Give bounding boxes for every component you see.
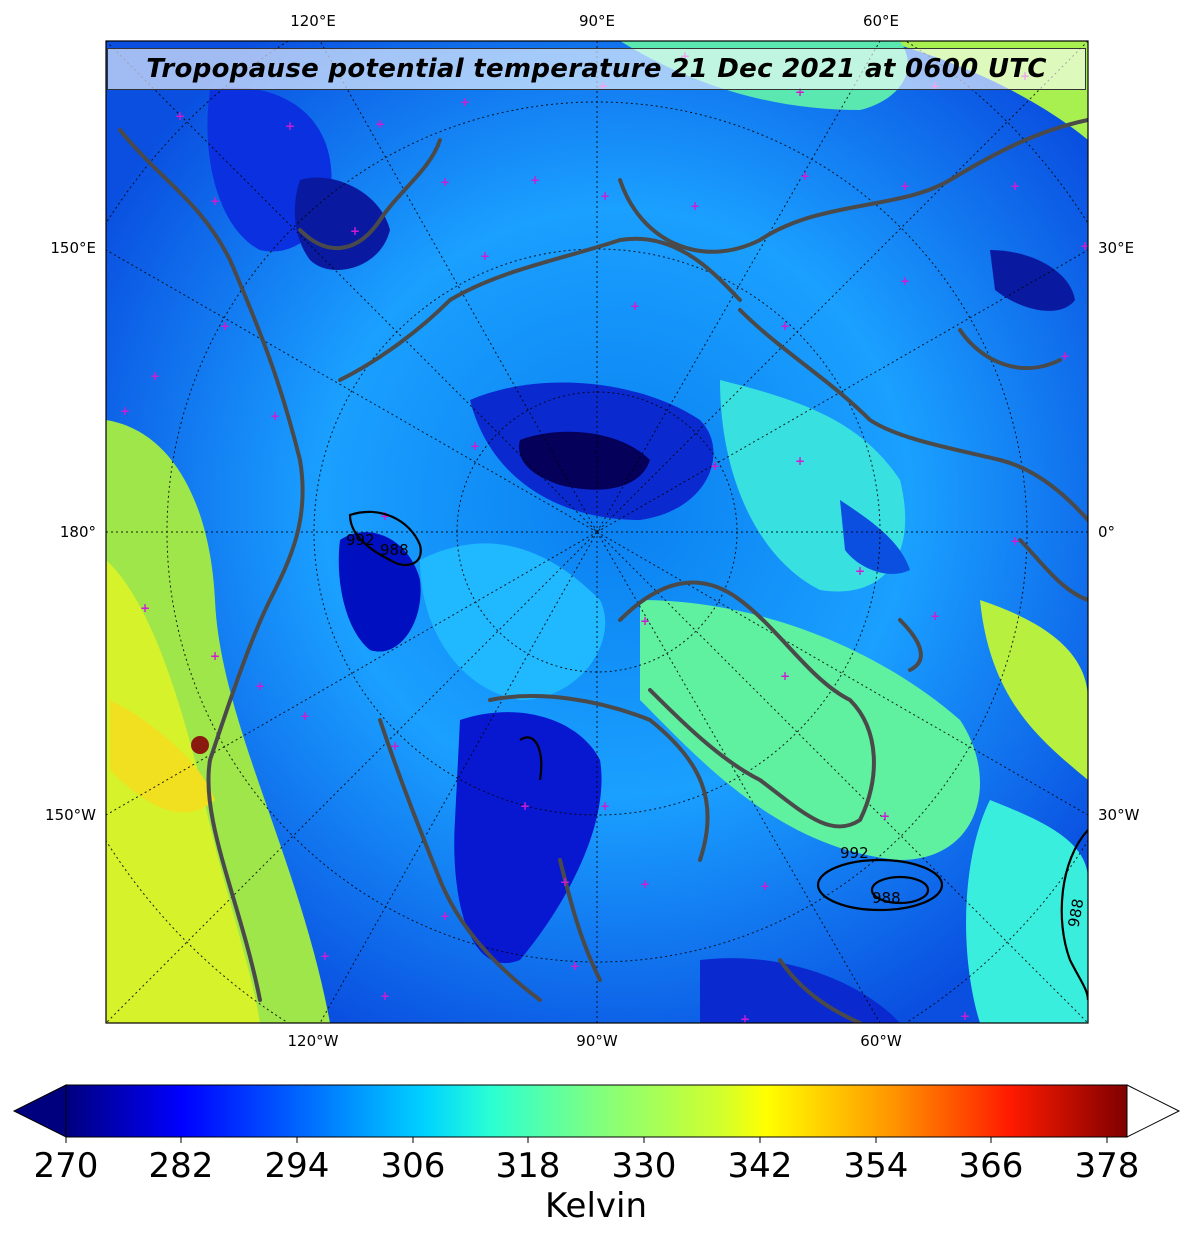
svg-text:+: + bbox=[760, 879, 770, 893]
lon-label-top: 90°E bbox=[578, 12, 616, 30]
colorbar-tick: 330 bbox=[611, 1146, 677, 1186]
svg-text:+: + bbox=[300, 709, 310, 723]
contour-label: 988 bbox=[872, 889, 901, 907]
svg-text:+: + bbox=[285, 119, 295, 133]
svg-text:+: + bbox=[440, 175, 450, 189]
svg-text:+: + bbox=[140, 601, 150, 615]
svg-text:+: + bbox=[350, 224, 360, 238]
lon-label-left: 150°E bbox=[50, 239, 96, 257]
lon-label-right: 0° bbox=[1098, 523, 1116, 541]
svg-text:+: + bbox=[530, 173, 540, 187]
lon-label-top: 120°E bbox=[290, 12, 336, 30]
svg-text:+: + bbox=[150, 369, 160, 383]
svg-text:+: + bbox=[390, 739, 400, 753]
svg-text:+: + bbox=[220, 319, 230, 333]
svg-text:+: + bbox=[1010, 179, 1020, 193]
title-box: Tropopause potential temperature 21 Dec … bbox=[107, 48, 1086, 90]
lon-label-bottom: 60°W bbox=[860, 1032, 902, 1050]
colorbar-tick: 318 bbox=[495, 1146, 561, 1186]
colorbar-tick: 354 bbox=[843, 1146, 909, 1186]
contour-label: 988 bbox=[1065, 897, 1088, 928]
svg-text:+: + bbox=[630, 299, 640, 313]
svg-text:+: + bbox=[255, 679, 265, 693]
svg-text:+: + bbox=[880, 809, 890, 823]
contour-label: 992 bbox=[840, 844, 869, 862]
svg-text:+: + bbox=[380, 989, 390, 1003]
colorbar-tick: 366 bbox=[958, 1146, 1024, 1186]
lon-label-bottom: 90°W bbox=[576, 1032, 618, 1050]
lon-label-top: 60°E bbox=[862, 12, 900, 30]
svg-text:+: + bbox=[795, 454, 805, 468]
svg-text:+: + bbox=[600, 189, 610, 203]
svg-text:+: + bbox=[900, 274, 910, 288]
contour-label: 992 bbox=[346, 531, 375, 549]
svg-text:+: + bbox=[780, 319, 790, 333]
lon-label-left: 150°W bbox=[45, 806, 96, 824]
svg-text:+: + bbox=[640, 877, 650, 891]
svg-text:+: + bbox=[480, 249, 490, 263]
svg-text:+: + bbox=[930, 609, 940, 623]
colorbar-tick: 270 bbox=[33, 1146, 99, 1186]
svg-text:+: + bbox=[640, 614, 650, 628]
svg-text:+: + bbox=[1060, 349, 1070, 363]
svg-text:+: + bbox=[460, 95, 470, 109]
colorbar-gradient bbox=[66, 1085, 1127, 1137]
colorbar-label: Kelvin bbox=[544, 1186, 648, 1226]
tropopause-field: ++ + + + + ++ + ++ + ++ + ++ + ++ + ++ + ++ + ++ + … bbox=[106, 41, 1090, 1026]
svg-text:+: + bbox=[710, 459, 720, 473]
svg-text:+: + bbox=[175, 109, 185, 123]
colorbar-tick: 342 bbox=[727, 1146, 793, 1186]
svg-text:+: + bbox=[470, 439, 480, 453]
svg-text:+: + bbox=[210, 194, 220, 208]
contour-label: 988 bbox=[380, 541, 409, 559]
svg-text:+: + bbox=[795, 85, 805, 99]
svg-text:+: + bbox=[960, 1009, 970, 1023]
colorbar-extend-low bbox=[12, 1084, 67, 1138]
svg-text:+: + bbox=[1010, 534, 1020, 548]
svg-text:+: + bbox=[600, 799, 610, 813]
svg-text:+: + bbox=[440, 909, 450, 923]
svg-text:+: + bbox=[520, 799, 530, 813]
svg-text:+: + bbox=[210, 649, 220, 663]
svg-text:+: + bbox=[375, 117, 385, 131]
svg-text:+: + bbox=[320, 949, 330, 963]
svg-text:+: + bbox=[380, 509, 390, 523]
svg-text:+: + bbox=[570, 959, 580, 973]
svg-text:+: + bbox=[120, 404, 130, 418]
svg-text:+: + bbox=[740, 1012, 750, 1026]
map-frame bbox=[105, 40, 1089, 1024]
colorbar-tick: 294 bbox=[264, 1146, 330, 1186]
map-title: Tropopause potential temperature 21 Dec … bbox=[146, 54, 1047, 84]
colorbar-extend-high bbox=[1126, 1084, 1181, 1138]
svg-text:+: + bbox=[855, 564, 865, 578]
lon-label-left: 180° bbox=[59, 523, 96, 541]
svg-text:+: + bbox=[800, 169, 810, 183]
svg-text:+: + bbox=[780, 669, 790, 683]
colorbar-tick: 378 bbox=[1074, 1146, 1140, 1186]
lon-label-right: 30°E bbox=[1098, 239, 1135, 257]
svg-text:+: + bbox=[560, 875, 570, 889]
colorbar bbox=[12, 1084, 1181, 1143]
svg-text:+: + bbox=[270, 409, 280, 423]
svg-text:+: + bbox=[900, 179, 910, 193]
svg-text:+: + bbox=[690, 199, 700, 213]
lon-label-right: 30°W bbox=[1098, 806, 1140, 824]
pressure-contours bbox=[348, 510, 1088, 1001]
colorbar-tick: 282 bbox=[148, 1146, 214, 1186]
svg-text:+: + bbox=[1080, 239, 1090, 253]
lon-label-bottom: 120°W bbox=[287, 1032, 339, 1050]
colorbar-tick: 306 bbox=[380, 1146, 446, 1186]
